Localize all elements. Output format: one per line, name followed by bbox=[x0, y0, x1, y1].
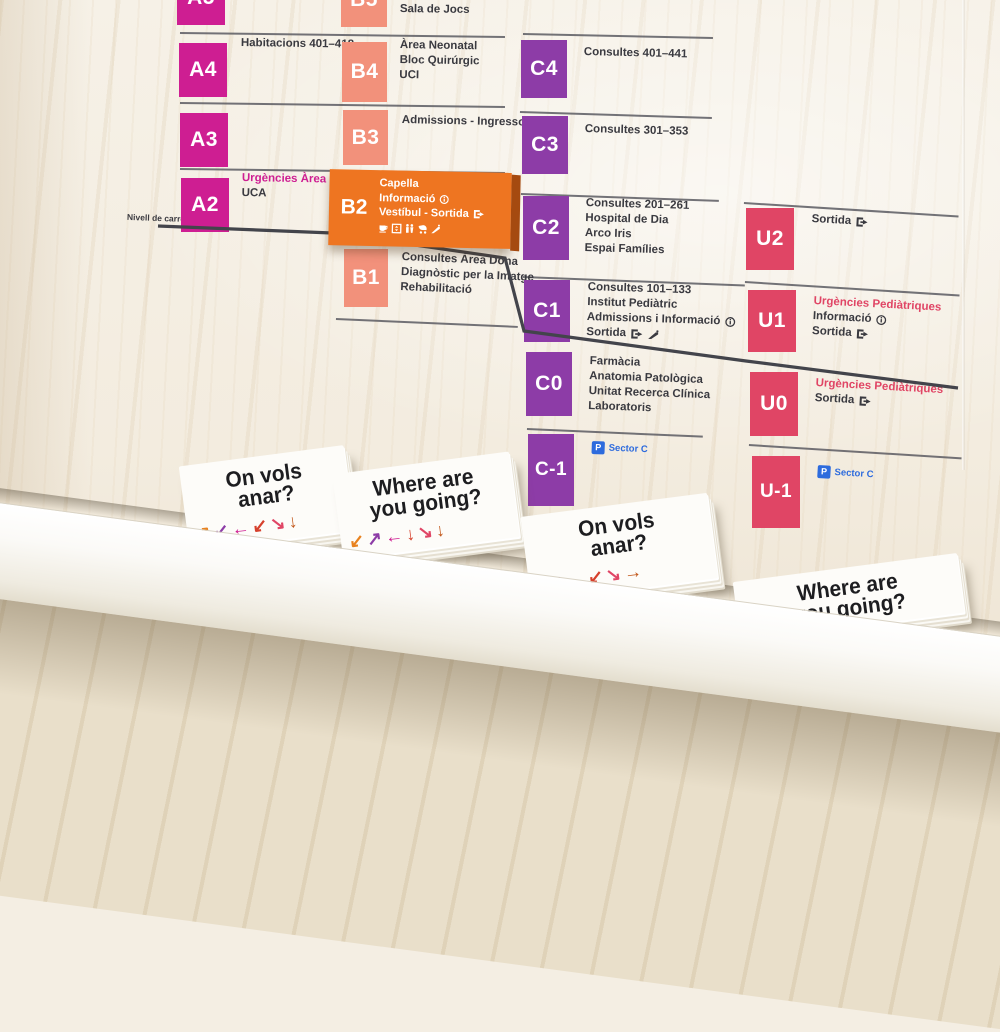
restroom-icon bbox=[404, 223, 414, 233]
directory-entry: Sortida bbox=[812, 324, 940, 346]
entries-u2: Sortida bbox=[811, 212, 868, 230]
level-block-u0: U0 bbox=[750, 372, 798, 436]
level-block-c-1: C-1 bbox=[528, 434, 574, 506]
directory-entry: Sortida bbox=[586, 325, 735, 345]
level-block-c4: C4 bbox=[521, 40, 567, 98]
level-block-a3: A3 bbox=[180, 113, 228, 167]
level-block-a4: A4 bbox=[179, 43, 227, 97]
level-block-u1: U1 bbox=[748, 290, 796, 352]
directory-entry: Informació bbox=[812, 309, 940, 331]
level-block-c3: C3 bbox=[522, 116, 568, 174]
elevator-icon bbox=[391, 223, 402, 233]
exit-icon bbox=[858, 395, 872, 407]
level-block-b4: B4 bbox=[342, 42, 387, 102]
level-block-c0: C0 bbox=[526, 352, 572, 416]
level-block-a5: A5 bbox=[177, 0, 225, 25]
directory-entry: Sortida bbox=[814, 391, 942, 413]
info-icon bbox=[439, 194, 449, 204]
entries-u0: Urgències Pediàtriques Sortida bbox=[814, 376, 943, 413]
street-level-line bbox=[157, 224, 959, 390]
plaque-3d-edge bbox=[510, 174, 521, 252]
cafe-icon bbox=[378, 223, 388, 233]
info-icon bbox=[724, 316, 735, 327]
escalator-icon bbox=[430, 224, 440, 234]
b2-raised-plaque: B2 Capella Informació Vestíbul - Sortida bbox=[328, 169, 521, 252]
exit-icon bbox=[473, 209, 485, 219]
level-block-u2: U2 bbox=[746, 208, 794, 270]
level-block-u-1: U-1 bbox=[752, 456, 800, 528]
exit-icon bbox=[855, 328, 869, 340]
amenity-icon-row bbox=[378, 223, 484, 235]
entries-u1: Urgències Pediàtriques Informació Sortid… bbox=[812, 294, 942, 346]
directory-entry: Admissions i Informació bbox=[587, 310, 736, 330]
level-block-b1: B1 bbox=[344, 249, 388, 307]
pram-icon bbox=[417, 223, 427, 234]
directory-entry: Vestíbul - Sortida bbox=[379, 205, 485, 222]
directory-entry: Informació bbox=[379, 191, 485, 208]
escalator-icon bbox=[647, 329, 659, 339]
entries-c1: Consultes 101–133 Institut Pediàtric Adm… bbox=[586, 280, 736, 345]
panel-seam bbox=[962, 0, 965, 470]
level-block-a2: A2 bbox=[181, 178, 229, 232]
directory-entry: Sortida bbox=[811, 212, 868, 230]
level-block-c2: C2 bbox=[523, 196, 569, 260]
level-block-b2: B2 bbox=[340, 195, 368, 219]
level-block-b3: B3 bbox=[343, 110, 388, 165]
exit-icon bbox=[855, 216, 869, 228]
level-block-b5: B5 bbox=[341, 0, 387, 27]
exit-icon bbox=[630, 328, 643, 339]
info-icon bbox=[875, 314, 887, 326]
